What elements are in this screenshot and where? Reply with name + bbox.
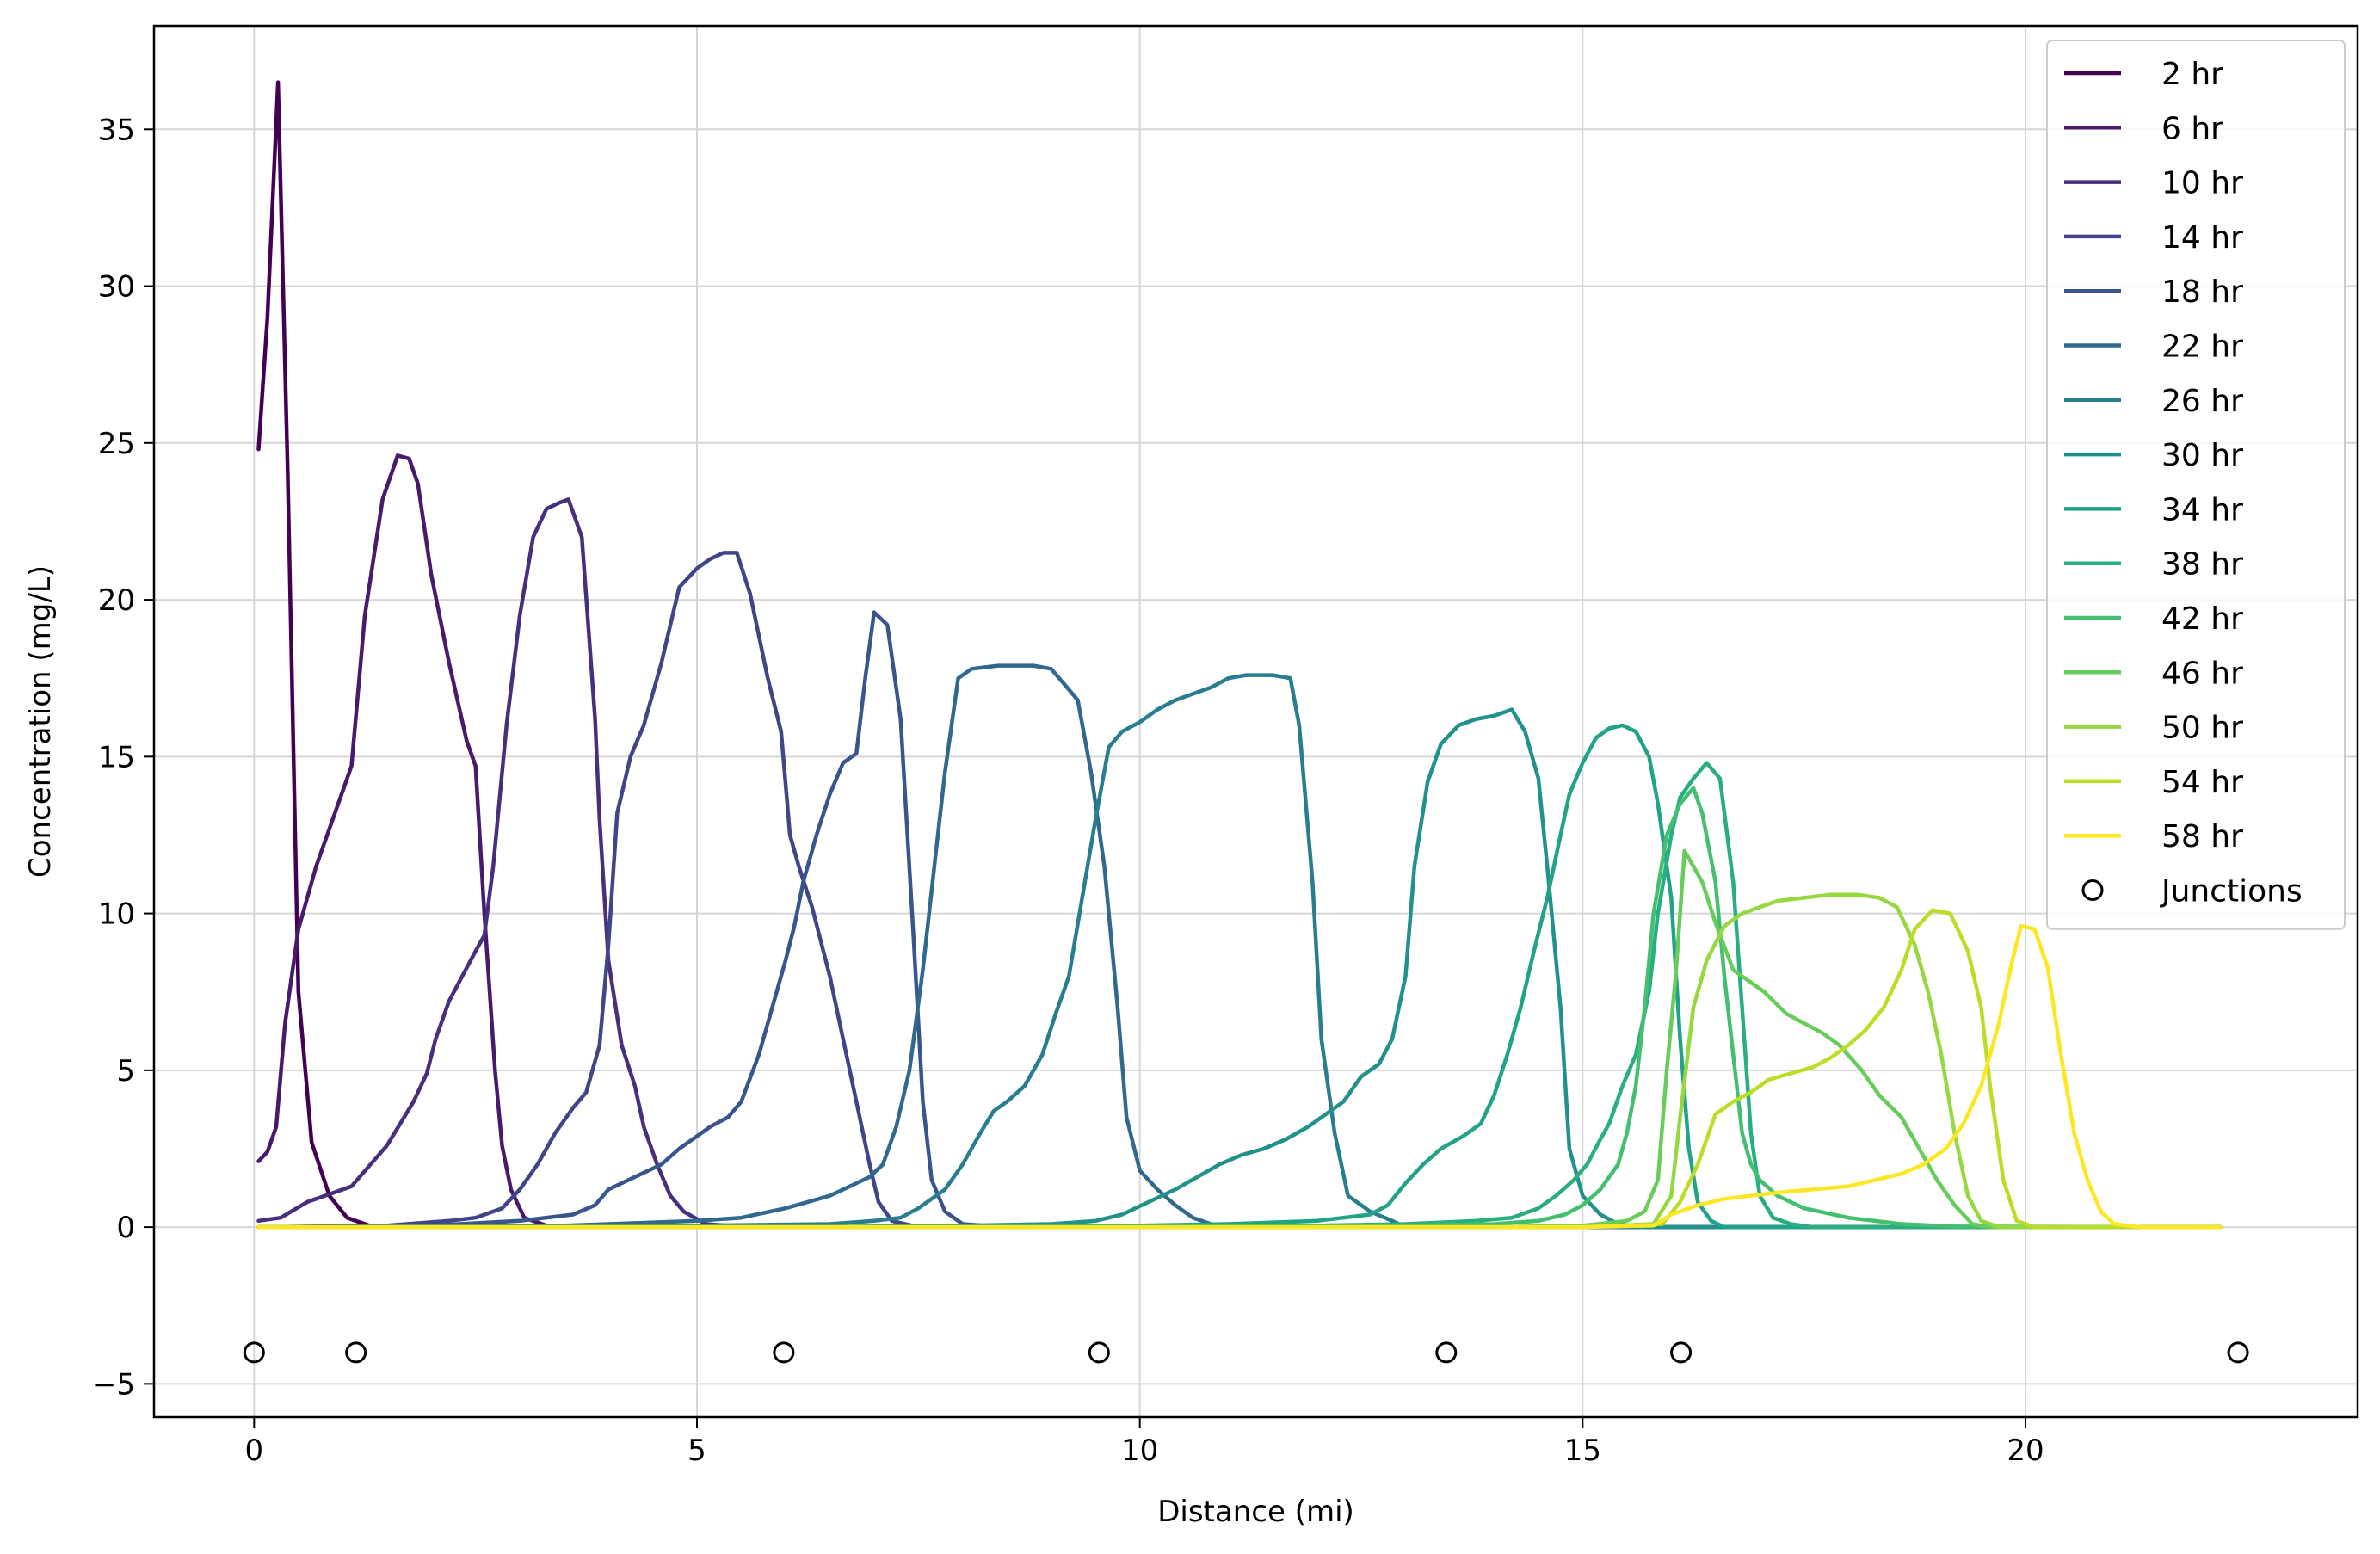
- x-tick-label-1: 5: [687, 1434, 706, 1468]
- legend-label-42-hr: 42 hr: [2161, 601, 2243, 637]
- junction-marker-1: [345, 1341, 367, 1364]
- legend-label-50-hr: 50 hr: [2161, 711, 2243, 746]
- y-tick-label-8: 35: [98, 113, 135, 147]
- junction-marker-0: [243, 1341, 265, 1364]
- legend: 2 hr 6 hr 10 hr 14 hr 18 hr 22 hr 26 hr 30 hr 34…: [2046, 40, 2346, 930]
- axis-ticks: 0 5 10 15 20 −5 0 5 10 15 20 25 30 35: [92, 113, 2044, 1468]
- series-line-30-hr: [256, 707, 2223, 1230]
- legend-label-2-hr: 2 hr: [2161, 57, 2223, 92]
- x-axis-title: Distance (mi): [1157, 1495, 1354, 1529]
- junction-marker-3: [1088, 1341, 1110, 1364]
- x-tick-label-2: 10: [1121, 1434, 1158, 1468]
- series-line-34-hr: [256, 723, 2223, 1230]
- legend-label-junctions: Junctions: [2160, 874, 2303, 910]
- series-line-14-hr: [256, 551, 2223, 1230]
- series-line-50-hr: [256, 892, 2223, 1230]
- y-tick-label-7: 30: [98, 270, 135, 305]
- x-tick-label-4: 20: [2007, 1434, 2044, 1468]
- legend-box: [2046, 40, 2346, 930]
- y-tick-label-5: 20: [98, 583, 135, 618]
- legend-label-58-hr: 58 hr: [2161, 819, 2243, 854]
- series-line-58-hr: [256, 923, 2223, 1230]
- series-line-22-hr: [256, 663, 2223, 1230]
- junction-marker-4: [1435, 1341, 1458, 1364]
- legend-label-54-hr: 54 hr: [2161, 765, 2243, 800]
- y-tick-label-1: 0: [116, 1211, 135, 1245]
- y-tick-label-3: 10: [98, 897, 135, 932]
- y-tick-label-4: 15: [98, 740, 135, 774]
- legend-label-6-hr: 6 hr: [2161, 111, 2223, 146]
- junction-markers: [243, 1341, 2249, 1364]
- x-tick-label-3: 15: [1564, 1434, 1601, 1468]
- legend-label-38-hr: 38 hr: [2161, 547, 2243, 583]
- series-line-6-hr: [256, 453, 2223, 1230]
- series-lines: [256, 80, 2223, 1230]
- junction-marker-5: [1670, 1341, 1693, 1364]
- legend-label-14-hr: 14 hr: [2161, 220, 2243, 256]
- junction-marker-6: [2227, 1341, 2249, 1364]
- legend-label-46-hr: 46 hr: [2161, 656, 2243, 691]
- legend-label-10-hr: 10 hr: [2161, 166, 2243, 201]
- series-line-54-hr: [256, 908, 2223, 1230]
- legend-label-34-hr: 34 hr: [2161, 492, 2243, 527]
- junction-marker-2: [773, 1341, 795, 1364]
- series-line-38-hr: [256, 761, 2223, 1230]
- series-line-10-hr: [256, 497, 2223, 1230]
- legend-swatch-junctions: [2081, 879, 2104, 901]
- legend-label-22-hr: 22 hr: [2161, 330, 2243, 365]
- series-line-18-hr: [256, 610, 2223, 1230]
- legend-label-26-hr: 26 hr: [2161, 384, 2243, 419]
- plot-frame: [152, 24, 2359, 1419]
- x-tick-label-0: 0: [244, 1434, 263, 1468]
- y-axis-title: Concentration (mg/L): [23, 565, 58, 878]
- y-tick-label-6: 25: [98, 427, 135, 461]
- y-tick-label-2: 5: [116, 1054, 135, 1088]
- legend-label-30-hr: 30 hr: [2161, 438, 2243, 473]
- y-tick-label-0: −5: [92, 1367, 135, 1402]
- series-line-42-hr: [256, 786, 2223, 1230]
- series-line-26-hr: [256, 673, 2223, 1230]
- legend-label-18-hr: 18 hr: [2161, 274, 2243, 310]
- series-line-46-hr: [256, 848, 2223, 1230]
